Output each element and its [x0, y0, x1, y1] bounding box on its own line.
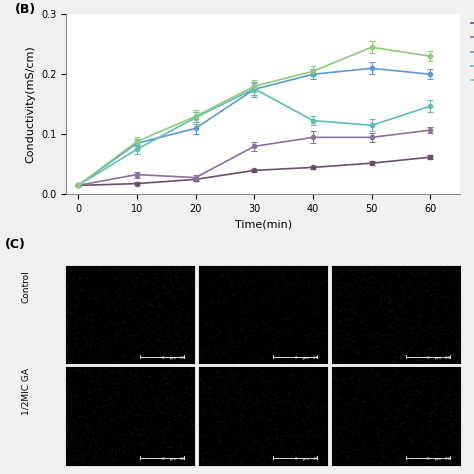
Text: (B): (B) [15, 3, 36, 17]
X-axis label: Time(min): Time(min) [235, 219, 292, 230]
Text: 0    μm   25: 0 μm 25 [162, 456, 185, 461]
Y-axis label: Conductivity(mS/cm): Conductivity(mS/cm) [26, 46, 36, 163]
Text: 1/2MIC GA: 1/2MIC GA [22, 367, 30, 415]
Text: 0    μm   25: 0 μm 25 [428, 456, 451, 461]
Text: 0    μm   25: 0 μm 25 [428, 356, 451, 360]
Legend: Control, 1/2MIC GA, MIC GA, 1/2MIC UVC-GA, MIC UVC-GA: Control, 1/2MIC GA, MIC GA, 1/2MIC UVC-G… [469, 16, 474, 89]
Text: 0    μm   25: 0 μm 25 [295, 456, 318, 461]
Text: Control: Control [22, 270, 30, 303]
Text: 0    μm   25: 0 μm 25 [295, 356, 318, 360]
Text: (C): (C) [5, 238, 26, 251]
Text: 0    μm   25: 0 μm 25 [162, 356, 185, 360]
